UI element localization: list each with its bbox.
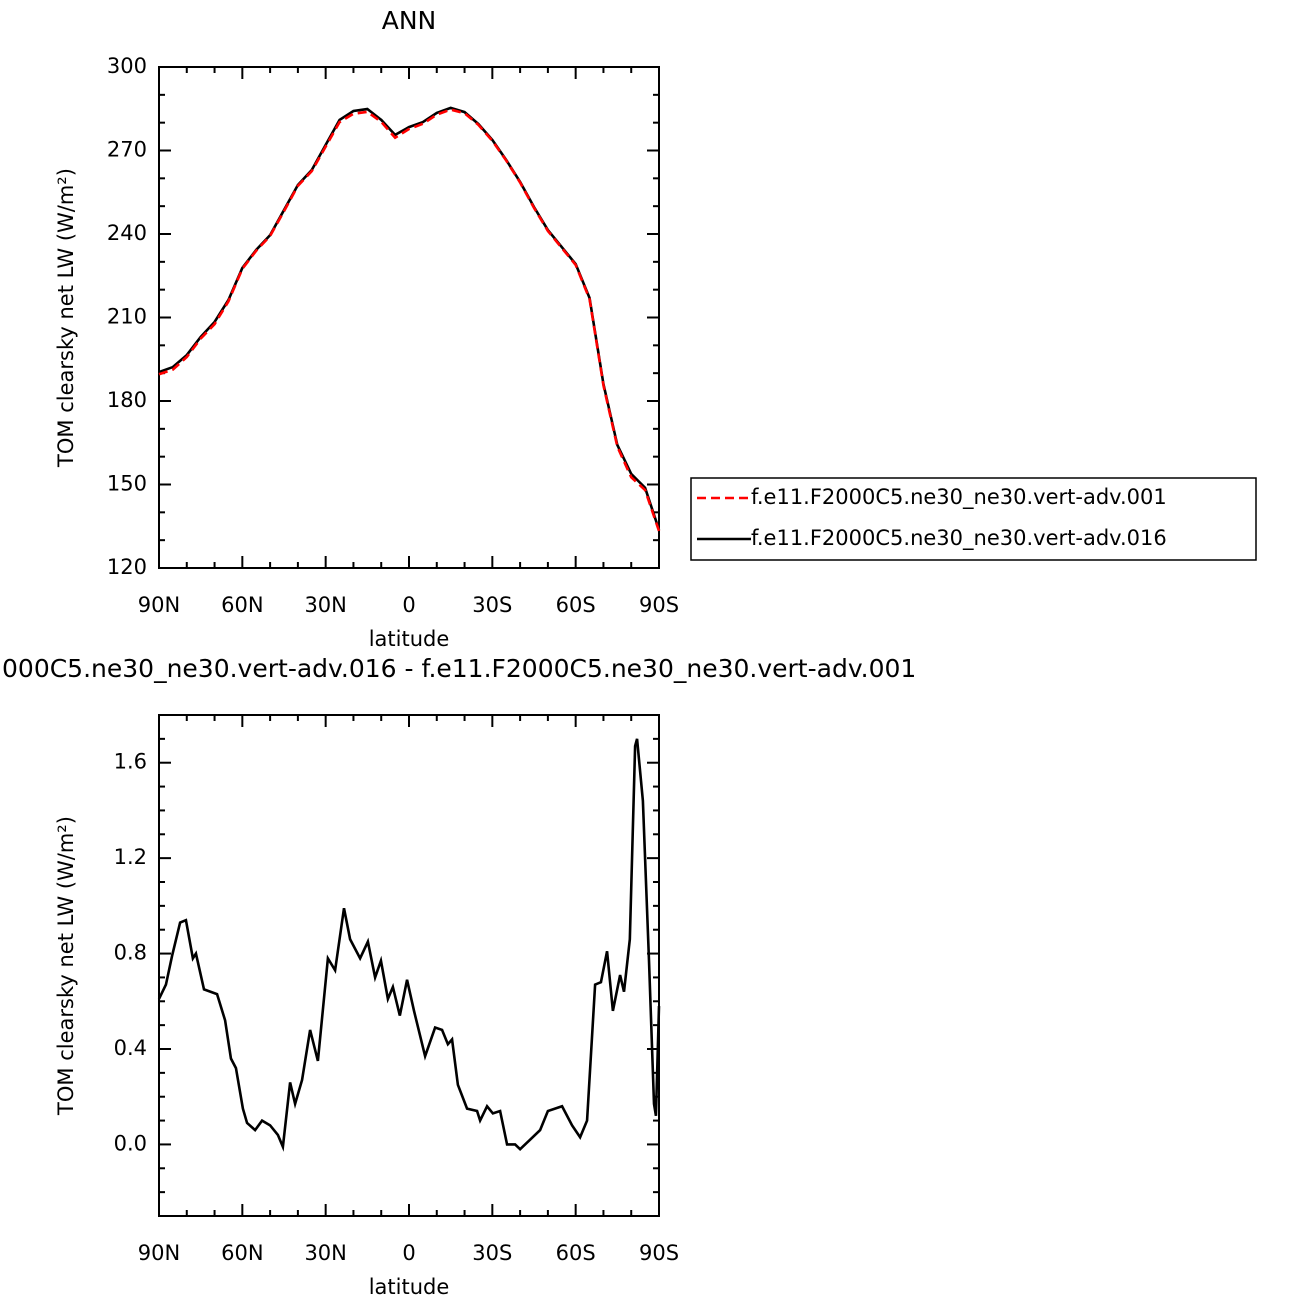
x-axis-label: latitude (369, 1275, 450, 1299)
plot-frame (158, 714, 660, 1217)
y-axis-label: TOM clearsky net LW (W/m²) (54, 816, 78, 1116)
y-tick-label: 150 (107, 472, 147, 496)
x-tick-label: 30N (304, 1241, 346, 1265)
y-axis-label: TOM clearsky net LW (W/m²) (54, 168, 78, 468)
y-tick-label: 210 (107, 305, 147, 329)
data-line (157, 738, 661, 1152)
y-tick-label: 1.6 (114, 750, 147, 774)
x-tick-label: 90S (639, 1241, 679, 1265)
x-tick-label: 60N (221, 593, 263, 617)
y-tick-label: 270 (107, 138, 147, 162)
y-tick-label: 240 (107, 221, 147, 245)
x-tick-label: 60S (556, 1241, 596, 1265)
data-line (158, 106, 661, 531)
x-tick-label: 90S (639, 593, 679, 617)
y-tick-label: 120 (107, 555, 147, 579)
legend-label: f.e11.F2000C5.ne30_ne30.vert-adv.016 (751, 526, 1167, 551)
y-tick-label: 0.0 (114, 1131, 147, 1155)
legend-label: f.e11.F2000C5.ne30_ne30.vert-adv.001 (751, 485, 1167, 510)
x-axis-label: latitude (369, 627, 450, 651)
x-tick-label: 0 (402, 1241, 415, 1265)
x-tick-label: 30N (304, 593, 346, 617)
chart-title: ANN (382, 6, 437, 35)
x-tick-label: 60S (556, 593, 596, 617)
data-line (158, 108, 661, 532)
y-tick-label: 180 (107, 388, 147, 412)
y-tick-label: 1.2 (114, 845, 147, 869)
x-tick-label: 90N (138, 593, 180, 617)
y-tick-label: 0.4 (114, 1036, 147, 1060)
x-tick-label: 60N (221, 1241, 263, 1265)
y-tick-label: 300 (107, 54, 147, 78)
x-tick-label: 30S (472, 593, 512, 617)
plot-frame (158, 66, 660, 569)
x-tick-label: 0 (402, 593, 415, 617)
x-tick-label: 30S (472, 1241, 512, 1265)
y-tick-label: 0.8 (114, 941, 147, 965)
x-tick-label: 90N (138, 1241, 180, 1265)
chart-title: f.e11.F2000C5.ne30_ne30.vert-adv.016 - f… (0, 654, 916, 683)
legend-box (690, 477, 1257, 561)
